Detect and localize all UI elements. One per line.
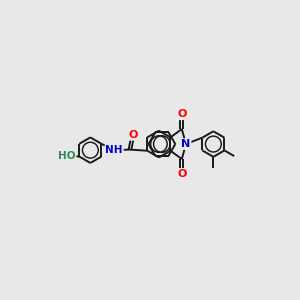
Text: O: O	[177, 109, 187, 119]
Text: O: O	[128, 130, 138, 140]
Text: O: O	[177, 169, 187, 179]
Text: HO: HO	[58, 151, 76, 161]
Text: N: N	[181, 139, 190, 149]
Text: NH: NH	[105, 145, 123, 155]
